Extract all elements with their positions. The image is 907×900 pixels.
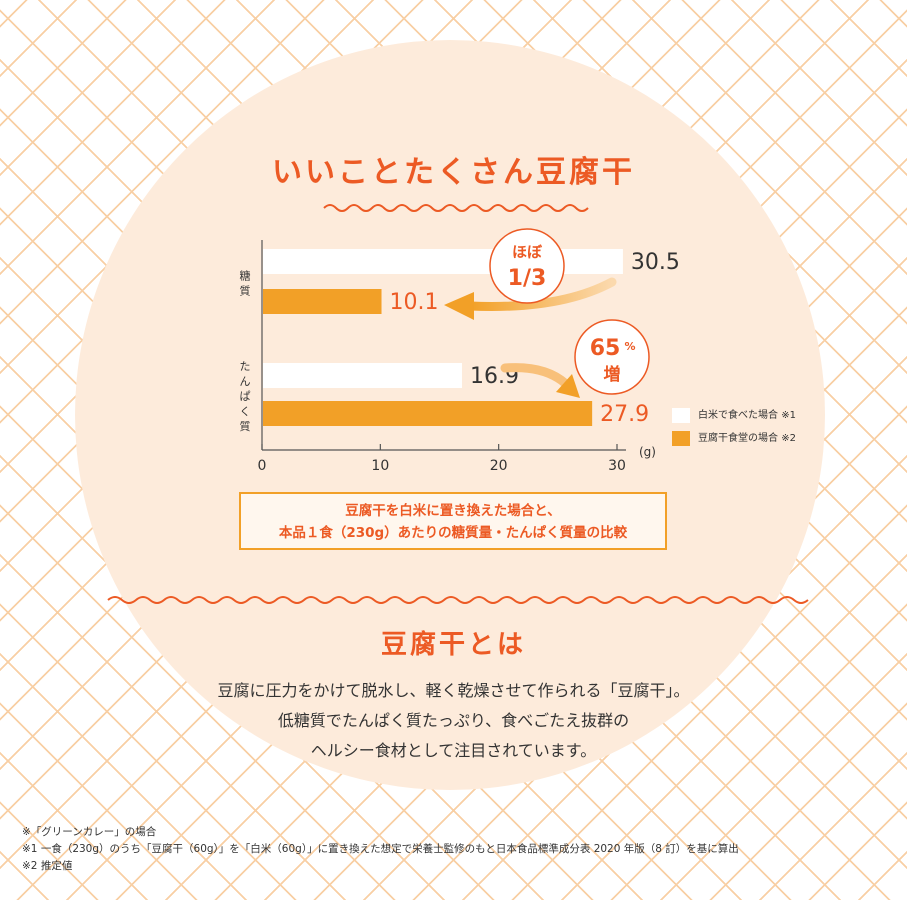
about-line-2: 低糖質でたんぱく質たっぷり、食べごたえ抜群の <box>277 711 630 730</box>
legend-label-2: 豆腐干食堂の場合 <box>698 433 778 444</box>
about-text: 豆腐に圧力をかけて脱水し、軽く乾燥させて作られる「豆腐干」。 低糖質でたんぱく質… <box>0 676 907 766</box>
x-tick-label-3: 30 <box>608 458 626 474</box>
unit-label: (g) <box>639 445 656 459</box>
footnote-3: ※2 推定値 <box>22 860 73 872</box>
category-char: ん <box>240 375 251 388</box>
annotation-bubble-2 <box>574 319 650 395</box>
about-line-3: ヘルシー食材として注目されています。 <box>310 741 597 760</box>
annotation-2-sup: % <box>624 340 635 353</box>
footnotes: ※「グリーンカレー」の場合 ※1 一食（230g）のうち「豆腐干（60g）」を「… <box>22 824 739 875</box>
value-label-0-0: 30.5 <box>631 250 680 275</box>
category-char: 質 <box>240 419 251 433</box>
category-label-1: たんぱく質 <box>240 360 251 433</box>
legend-swatch-white <box>672 407 690 423</box>
annotation-1-line1: ほぼ <box>512 243 543 261</box>
arrow-decrease-head <box>444 292 474 320</box>
footnote-1: ※「グリーンカレー」の場合 <box>22 826 157 838</box>
value-labels: 30.510.116.927.9 <box>390 250 680 427</box>
category-char: 糖 <box>240 269 251 283</box>
annotation-2-line2: 増 <box>604 364 621 385</box>
legend-label-1: 白米で食べた場合 <box>698 410 778 421</box>
arrow-increase-head <box>556 374 580 398</box>
bar-1-0 <box>263 363 462 388</box>
chart-caption: 豆腐干を白米に置き換えた場合と、 本品１食（230g）あたりの糖質量・たんぱく質… <box>239 492 667 550</box>
annotation-1-line2: 1/3 <box>508 266 547 291</box>
annotation-bubble-1 <box>489 228 565 304</box>
legend-item-tofu: 豆腐干食堂の場合 ※2 <box>672 429 796 446</box>
about-line-1: 豆腐に圧力をかけて脱水し、軽く乾燥させて作られる「豆腐干」。 <box>217 681 690 700</box>
legend-item-white-rice: 白米で食べた場合 ※1 <box>672 406 796 423</box>
annotation-2-line1: 65 <box>590 336 621 361</box>
value-label-1-1: 27.9 <box>600 402 649 427</box>
category-char: ぱ <box>240 390 251 403</box>
x-tick-label-2: 20 <box>490 458 508 474</box>
bar-0-1 <box>263 289 382 314</box>
category-char: た <box>240 360 251 373</box>
arrow-decrease <box>465 277 617 311</box>
category-char: 質 <box>240 284 251 298</box>
value-label-0-1: 10.1 <box>390 290 439 315</box>
x-tick-label-1: 10 <box>371 458 389 474</box>
page-title: いいことたくさん豆腐干 <box>272 155 635 190</box>
bars <box>263 249 623 426</box>
legend-swatch-orange <box>672 430 690 446</box>
legend-note-1: ※1 <box>781 410 796 421</box>
arrow-increase <box>500 363 571 389</box>
bar-0-0 <box>263 249 623 274</box>
wave-divider-top <box>323 204 589 212</box>
category-label-0: 糖質 <box>240 269 251 298</box>
bar-1-1 <box>263 401 593 426</box>
category-char: く <box>240 405 251 418</box>
caption-line-1: 豆腐干を白米に置き換えた場合と、 <box>345 503 561 519</box>
x-ticks: 0 10 20 30 <box>258 444 626 474</box>
footnote-2: ※1 一食（230g）のうち「豆腐干（60g）」を「白米（60g）」に置き換えた… <box>22 843 739 855</box>
section-title: 豆腐干とは <box>380 630 526 660</box>
caption-line-2: 本品１食（230g）あたりの糖質量・たんぱく質量の比較 <box>278 525 628 541</box>
legend-note-2: ※2 <box>781 433 796 444</box>
x-tick-label-0: 0 <box>258 458 267 474</box>
wave-divider-middle <box>107 596 809 604</box>
